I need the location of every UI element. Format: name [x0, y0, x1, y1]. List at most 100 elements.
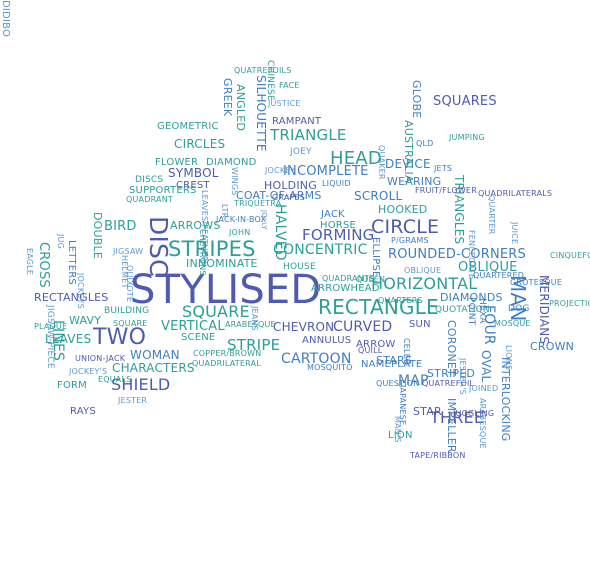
word-innominate-35: INNOMINATE	[186, 257, 258, 270]
word-quatrefoils-87: QUATREFOILS	[234, 66, 292, 75]
word-horse-57: HORSE	[320, 220, 357, 231]
word-face-84: FACE	[279, 81, 300, 90]
word-characters-24: CHARACTERS	[112, 361, 195, 375]
word-juggling-152: JUGGLING	[453, 409, 495, 418]
word-tape-ribbon-151: TAPE/RIBBON	[410, 451, 466, 460]
word-chevrons-107: CHEVRONS	[198, 229, 207, 276]
word-oval-26: OVAL	[479, 350, 493, 383]
word-house-58: HOUSE	[283, 262, 316, 272]
word-silhouette-47: SILHOUETTE	[254, 75, 268, 152]
word-quadrilaterals-102: QUADRILATERALS	[478, 189, 553, 198]
word-map-37: MAP	[398, 373, 429, 389]
word-projection-121: PROJECTION	[549, 299, 590, 308]
word-jester-143: JESTER	[118, 396, 148, 405]
word-device-30: DEVICE	[385, 157, 431, 171]
word-forming-11: FORMING	[302, 226, 375, 244]
word-circles-28: CIRCLES	[174, 137, 226, 151]
word-rays-77: RAYS	[70, 406, 96, 417]
word-bird-21: BIRD	[104, 219, 137, 234]
word-horizontal-9: HORIZONTAL	[371, 274, 478, 293]
word-lions-153: LIONS	[504, 345, 513, 371]
word-sun-70: SUN	[409, 319, 431, 330]
word-jigsaw-piece-122: JIGSAW-PIECE	[45, 305, 55, 369]
word-fencegate-104: FENCEGATE	[467, 230, 476, 280]
word-incomplete-20: INCOMPLETE	[283, 164, 369, 179]
word-fruit-flower-94: FRUIT/FLOWER	[415, 186, 477, 195]
word-copper-brown-137: COPPER/BROWN	[193, 349, 262, 358]
word-eagle-112: EAGLE	[25, 248, 34, 276]
word-grapes-101: GRAPES	[272, 193, 306, 202]
word-crest-53: CREST	[176, 180, 210, 191]
word-form-76: FORM	[57, 380, 87, 391]
word-disc-3: DISC	[144, 216, 173, 277]
word-quarters-124: QUARTERS	[378, 296, 423, 305]
word-cinquefoil-110: CINQUEFOIL	[550, 251, 590, 260]
word-joined-148: JOINED	[469, 384, 499, 393]
word-quarter-103: QUARTER	[487, 195, 496, 235]
word-mosque-132: MOSQUE	[494, 319, 531, 328]
word-three-13: THREE	[430, 408, 485, 427]
word-four-38: FOUR	[481, 305, 497, 345]
word-grotesque-125: GROTESQUE	[510, 278, 563, 287]
word-double-45: DOUBLE	[91, 212, 104, 260]
word-lines-40: LINES	[50, 320, 66, 362]
word-oblique-18: OBLIQUE	[458, 260, 518, 275]
word-equals-142: EQUALS	[98, 375, 132, 384]
word-concentric-14: CONCENTRIC	[273, 242, 368, 258]
word-jack-in-box-100: JACK-IN-BOX	[216, 215, 267, 224]
word-striped-72: STRIPED	[427, 367, 476, 380]
word-chevron-44: CHEVRON	[273, 320, 335, 334]
word-jug-111: JUG	[56, 234, 65, 250]
word-arrows-36: ARROWS	[170, 219, 221, 232]
word-quadrant-97: QUADRANT	[126, 195, 173, 204]
word-stars-71: STARS	[376, 354, 412, 367]
word-jack-56: JACK	[321, 209, 345, 220]
word-diamond-51: DIAMOND	[206, 157, 257, 168]
word-man-5: MAN	[506, 275, 530, 322]
word-qld-89: QLD	[416, 139, 434, 148]
word-didibo-154: DIDIBO	[0, 0, 11, 38]
word-leaves-feathers-96: LEAVES/FEATHERS	[200, 190, 209, 267]
word-plaque-129: PLAQUE	[34, 322, 68, 331]
word-halved-25: HALVED	[272, 204, 288, 261]
word-wings-91: WINGS	[230, 167, 239, 196]
word-quotation-127: QUOTATION	[435, 305, 490, 315]
word-square-130: SQUARE	[113, 319, 148, 328]
word-mosquito-139: MOSQUITO	[307, 363, 353, 372]
word-cross-27: CROSS	[36, 242, 51, 288]
word-vertical-22: VERTICAL	[161, 319, 225, 334]
word-p-grams-109: P/GRAMS	[391, 236, 429, 245]
word-stripes-2: STRIPES	[168, 237, 256, 261]
word-jigsaw-114: JIGSAW	[113, 247, 144, 256]
word-union-jack-140: UNION-JACK	[75, 354, 126, 363]
word-hooked-32: HOOKED	[378, 203, 428, 216]
word-oblique-119: OBLIQUE	[404, 266, 442, 275]
word-stylised-0: STYLISED	[130, 267, 322, 313]
word-ltr-99: LTR	[220, 204, 229, 219]
word-cartoon-19: CARTOON	[281, 351, 352, 367]
word-jockey-s-141: JOCKEY'S	[69, 367, 108, 376]
word-arrowhead-59: ARROWHEAD	[311, 283, 380, 294]
word-point-134: POINT	[466, 297, 476, 326]
word-dog-128: DOG	[508, 304, 530, 314]
word-jets-95: JETS	[434, 164, 453, 173]
word-ellipse-81: ELLIPSE	[370, 237, 381, 278]
word-nameplate-80: NAMEPLATE	[361, 359, 423, 370]
word-australia-62: AUSTRALIA	[402, 120, 415, 183]
word-letters-82: LETTERS	[66, 240, 77, 285]
word-holding-34: HOLDING	[264, 179, 317, 192]
word-quaker-88: QUAKER	[377, 145, 386, 180]
word-jeans-126: JEANS	[250, 306, 259, 331]
word-rectangles-42: RECTANGLES	[34, 291, 109, 304]
word-geometric-49: GEOMETRIC	[157, 121, 219, 132]
word-queen-118: QUEEN	[356, 275, 386, 284]
word-squares-60: SQUARES	[433, 94, 497, 109]
word-two-4: TWO	[93, 325, 147, 350]
word-angled-64: ANGLED	[234, 84, 247, 132]
word-quartered-120: QUARTERED	[473, 271, 525, 280]
word-coronet-67: CORONET	[445, 320, 458, 376]
word-scene-75: SCENE	[181, 332, 216, 343]
word-quixote-116: QUIXOTE	[125, 265, 134, 303]
word-diamonds-43: DIAMONDS	[440, 291, 503, 304]
word-jolly-106: JOLLY	[260, 210, 268, 230]
